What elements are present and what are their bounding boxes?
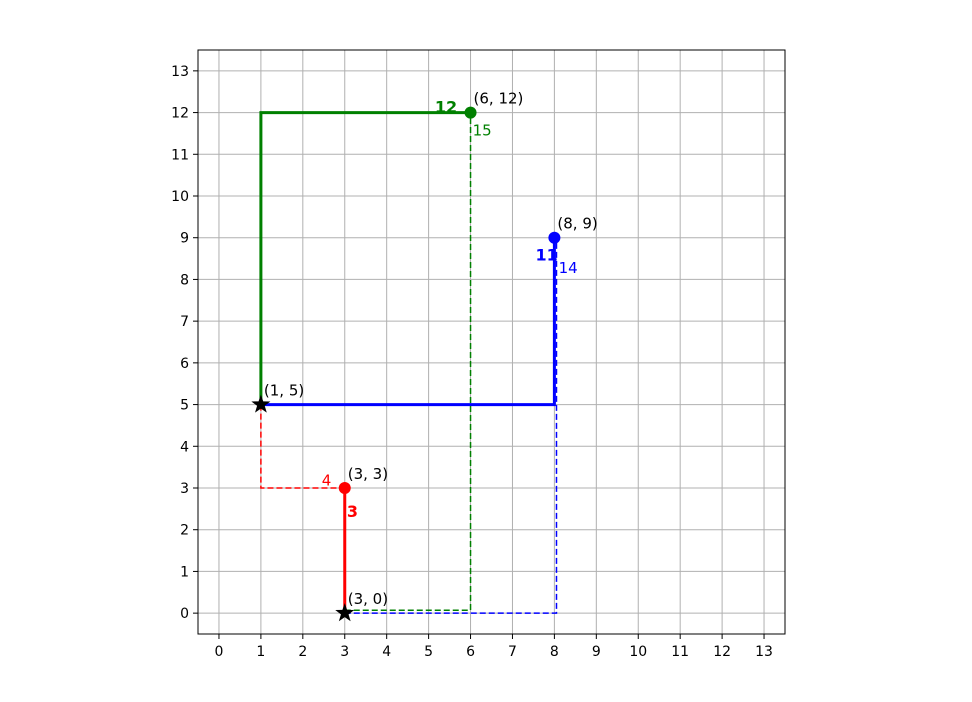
axes-frame [197,49,786,635]
green-point-marker [464,106,477,119]
green-solid-path [259,111,471,405]
y-tick-label: 12 [171,106,189,122]
y-tick-label: 8 [180,272,189,288]
x-tick-label: 0 [215,644,224,660]
y-tick-label: 11 [171,147,189,163]
x-tick-label: 8 [550,644,559,660]
green-segment-length-label: 12 [435,97,457,116]
y-tick-label: 6 [180,356,189,372]
y-tick-label: 9 [180,231,189,247]
point-coordinate-label: (8, 9) [557,215,597,233]
blue-solid-path [260,237,556,407]
blue-point-marker [548,231,561,244]
blue-segment-length-label: 14 [559,259,578,277]
blue-dashed-path [344,237,558,614]
y-tick-label: 3 [180,481,189,497]
x-tick-label: 6 [466,644,475,660]
x-tick-label: 1 [256,644,265,660]
y-tick-label: 7 [180,314,189,330]
start-star-marker [251,394,271,413]
y-tick-label: 4 [180,439,189,455]
point-coordinate-label: (6, 12) [474,90,524,108]
point-coordinate-label: (3, 0) [348,590,388,608]
y-tick-label: 13 [171,64,189,80]
green-dashed-path [344,112,472,611]
y-tick-label: 5 [180,398,189,414]
point-coordinate-label: (3, 3) [348,465,388,483]
red-segment-length-label: 3 [347,502,358,521]
x-tick-label: 10 [629,644,647,660]
point-coordinate-label: (1, 5) [264,382,304,400]
start-star-marker [335,603,355,622]
x-tick-label: 3 [340,644,349,660]
y-tick-label: 10 [171,189,189,205]
markers [251,106,561,622]
paths [259,111,558,614]
red-dashed-path [260,404,345,489]
red-segment-length-label: 4 [322,472,332,490]
x-tick-label: 4 [382,644,391,660]
x-tick-label: 13 [755,644,773,660]
x-tick-label: 11 [671,644,689,660]
blue-segment-length-label: 11 [536,245,558,264]
x-tick-label: 2 [298,644,307,660]
red-point-marker [338,482,351,494]
y-tick-label: 1 [180,564,189,580]
y-tick-label: 0 [180,606,189,622]
x-tick-label: 5 [424,644,433,660]
green-segment-length-label: 15 [473,121,492,139]
y-tick-label: 2 [180,523,189,539]
x-tick-label: 12 [713,644,731,660]
x-tick-label: 9 [592,644,601,660]
x-tick-label: 7 [508,644,517,660]
